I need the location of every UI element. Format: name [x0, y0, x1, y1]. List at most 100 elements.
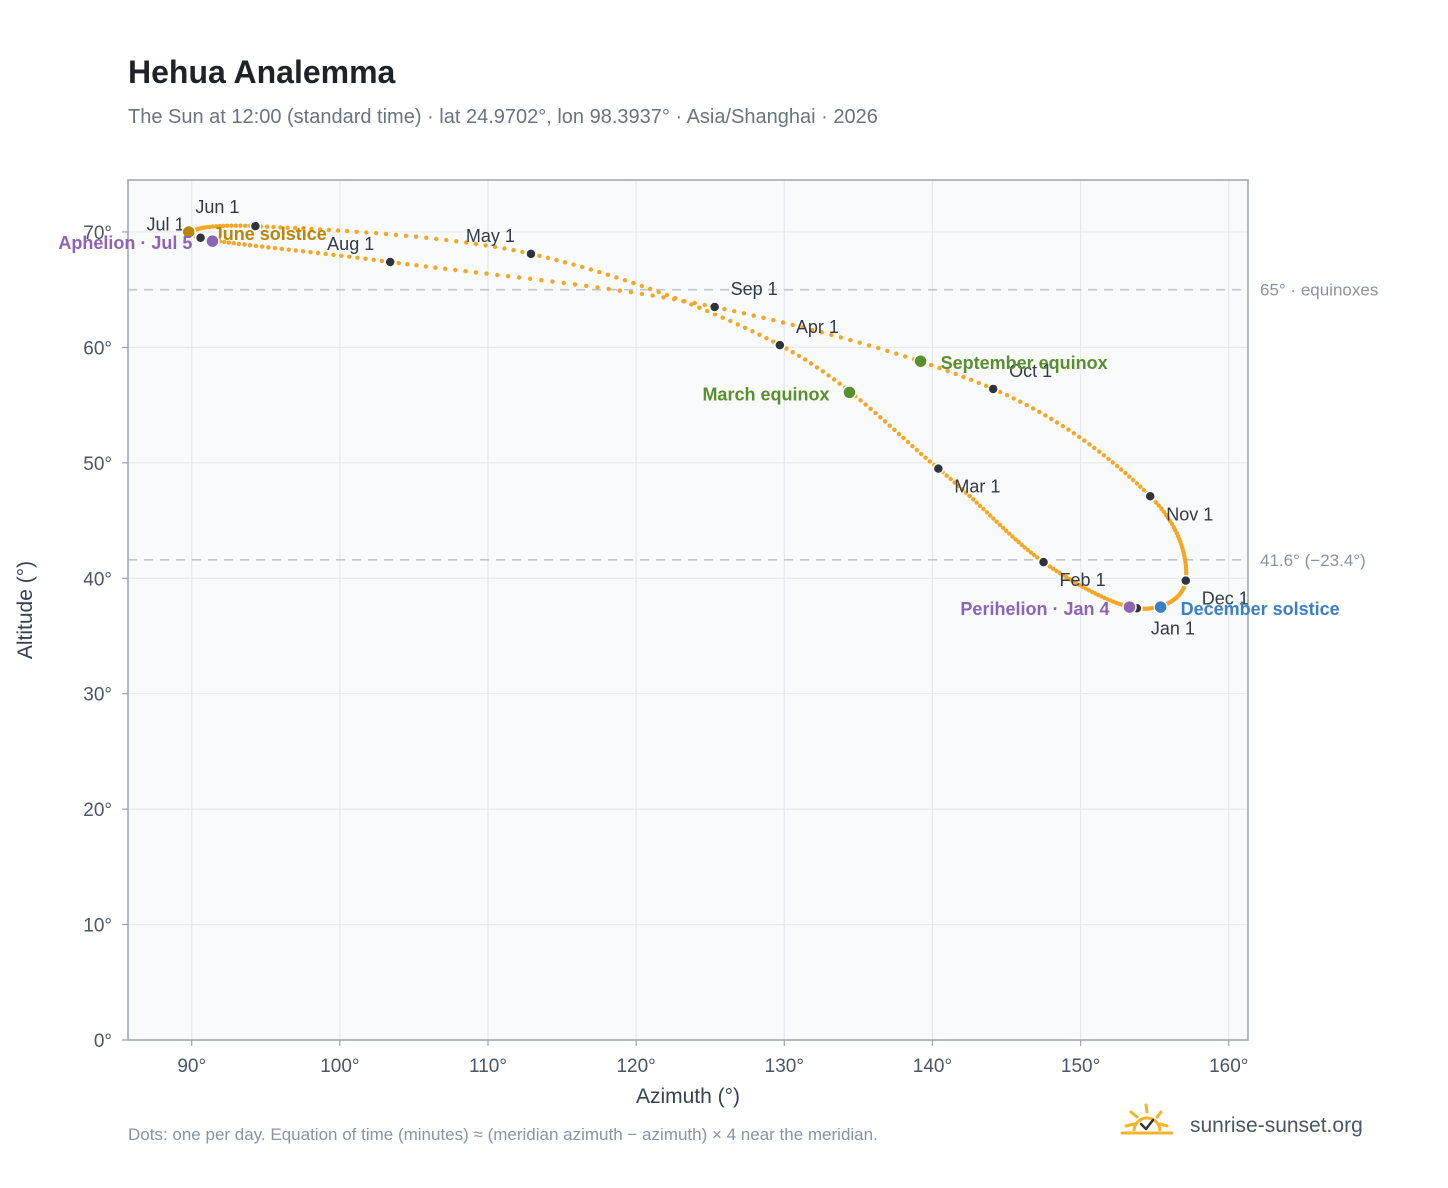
- y-tick-label: 40°: [83, 569, 112, 590]
- daily-dot: [614, 275, 619, 280]
- daily-dot: [1019, 542, 1024, 547]
- daily-dot: [1073, 580, 1079, 586]
- daily-dot: [977, 503, 983, 509]
- daily-dot: [702, 302, 707, 308]
- daily-dot: [571, 262, 576, 267]
- daily-dot: [800, 325, 805, 330]
- daily-dot: [423, 264, 428, 269]
- daily-dot: [948, 476, 953, 482]
- daily-dot: [622, 278, 628, 283]
- daily-dot: [293, 248, 298, 253]
- daily-dot: [247, 243, 253, 248]
- daily-dot: [1123, 470, 1128, 476]
- daily-dot: [857, 340, 862, 345]
- daily-dot: [315, 250, 321, 256]
- month-marker: [525, 248, 537, 260]
- daily-dot: [347, 254, 352, 259]
- daily-dot: [561, 280, 566, 286]
- daily-dot: [826, 373, 831, 378]
- daily-dot: [631, 280, 636, 286]
- brand-name: sunrise-sunset.org: [1190, 1114, 1363, 1137]
- daily-dot: [1141, 487, 1147, 493]
- sun-check-logo-icon: [1120, 1103, 1174, 1135]
- daily-dot: [339, 253, 344, 258]
- month-marker: [249, 220, 262, 232]
- daily-dot: [413, 234, 419, 239]
- daily-dot: [728, 318, 733, 324]
- daily-dot: [1031, 552, 1037, 558]
- daily-dot: [722, 306, 727, 312]
- daily-dot: [742, 325, 748, 330]
- daily-dot: [944, 473, 949, 478]
- daily-dot: [866, 343, 872, 348]
- daily-dot: [264, 224, 270, 229]
- month-label: Jan 1: [1151, 618, 1195, 638]
- month-markers: Jan 1 Feb 1 Mar 1 Apr 1 May 1 Jun 1 Jul 1 Aug 1…: [147, 197, 1249, 638]
- daily-dot: [981, 506, 986, 512]
- daily-dot: [229, 223, 234, 228]
- daily-dot: [308, 250, 313, 255]
- daily-dot: [868, 406, 873, 411]
- daily-dot: [661, 295, 666, 300]
- daily-dot: [554, 257, 559, 263]
- daily-dot: [1035, 555, 1040, 560]
- daily-dot: [309, 226, 314, 232]
- daily-dot: [988, 513, 993, 518]
- daily-dot: [286, 247, 291, 252]
- daily-dot: [937, 365, 942, 371]
- daily-dot: [1013, 537, 1018, 542]
- daily-dot: [1101, 453, 1107, 458]
- daily-dot: [434, 236, 439, 242]
- daily-dot: [1156, 503, 1162, 508]
- chart-title: Hehua Analemma: [128, 54, 396, 90]
- daily-dot: [790, 322, 795, 328]
- daily-dot: [453, 267, 458, 273]
- daily-dot: [572, 282, 578, 287]
- daily-dot: [1003, 528, 1009, 533]
- daily-dot: [253, 243, 259, 249]
- daily-dot: [905, 439, 911, 445]
- month-marker: [708, 301, 721, 313]
- daily-dot: [802, 357, 808, 362]
- daily-dot: [584, 283, 589, 289]
- daily-dot: [1016, 539, 1021, 545]
- daily-dot: [225, 223, 230, 228]
- x-axis-label: Azimuth (°): [636, 1085, 740, 1108]
- daily-dot: [974, 500, 979, 505]
- daily-dot: [919, 451, 924, 457]
- daily-dot: [403, 233, 409, 238]
- month-marker: [194, 231, 207, 244]
- daily-dot: [671, 297, 677, 302]
- daily-dot: [414, 263, 419, 268]
- daily-dot: [997, 522, 1002, 527]
- month-marker: [1144, 490, 1156, 503]
- daily-dot: [1092, 445, 1097, 451]
- daily-dot: [628, 290, 634, 295]
- daily-dot: [967, 493, 972, 499]
- y-tick-label: 60°: [83, 338, 112, 359]
- month-marker: [384, 256, 396, 268]
- daily-dot: [910, 443, 915, 449]
- daily-dot: [664, 292, 670, 298]
- daily-dot: [928, 362, 934, 368]
- daily-dot: [780, 320, 786, 325]
- daily-dot: [393, 232, 399, 238]
- daily-dot: [1057, 570, 1063, 576]
- y-tick-label: 0°: [94, 1031, 112, 1052]
- daily-dot: [606, 286, 611, 292]
- daily-dot: [639, 283, 644, 289]
- daily-dot: [405, 262, 410, 267]
- daily-dot: [1097, 449, 1102, 454]
- daily-dot: [443, 266, 448, 271]
- x-tick-label: 110°: [469, 1056, 507, 1077]
- event-label: June solstice: [213, 224, 327, 244]
- daily-dot: [953, 371, 958, 377]
- daily-dot: [317, 227, 323, 232]
- daily-dot: [1000, 525, 1006, 530]
- daily-dot: [502, 246, 507, 251]
- daily-dot: [537, 253, 542, 258]
- daily-dot: [271, 224, 276, 230]
- daily-dot: [963, 490, 969, 495]
- daily-dot: [639, 291, 645, 297]
